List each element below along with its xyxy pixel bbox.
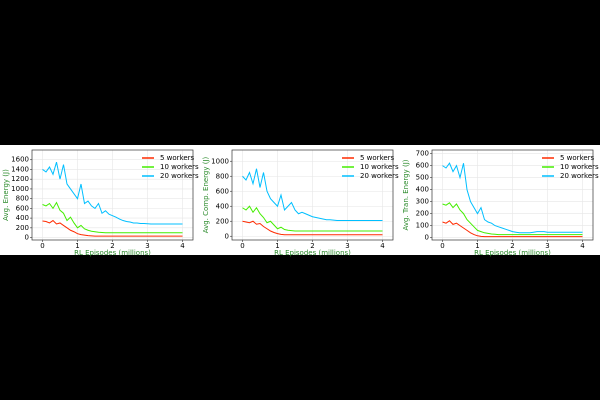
series-line <box>442 220 583 238</box>
x-tick-label: 0 <box>440 242 444 250</box>
legend-label: 5 workers <box>360 154 395 162</box>
legend-label: 20 workers <box>160 172 199 180</box>
y-axis-label: Avg. Tran. Energy (J) <box>402 159 410 230</box>
series-line <box>42 219 183 237</box>
y-tick-label: 200 <box>416 210 429 218</box>
x-tick-label: 1 <box>75 242 79 250</box>
y-tick-label: 500 <box>416 174 429 182</box>
y-tick-label: 1000 <box>11 185 29 193</box>
y-tick-label: 0 <box>25 234 29 242</box>
series-line <box>42 162 183 225</box>
series-line <box>442 162 583 234</box>
x-tick-label: 4 <box>180 242 185 250</box>
y-tick-label: 0 <box>425 234 429 242</box>
series-line <box>42 201 183 234</box>
series-line <box>242 220 383 236</box>
y-tick-label: 1000 <box>211 157 229 165</box>
y-tick-label: 800 <box>216 172 229 180</box>
plot-frame <box>31 149 194 241</box>
y-tick-label: 200 <box>216 217 229 225</box>
x-tick-label: 2 <box>110 242 114 250</box>
y-tick-label: 400 <box>216 202 229 210</box>
x-tick-label: 4 <box>580 242 585 250</box>
series-line <box>442 202 583 236</box>
legend-label: 10 workers <box>360 163 399 171</box>
y-tick-label: 700 <box>416 150 429 158</box>
plot-frame <box>431 149 594 241</box>
x-tick-label: 1 <box>275 242 279 250</box>
y-axis-label: Avg. Energy (J) <box>2 169 10 221</box>
y-tick-label: 800 <box>16 195 29 203</box>
plot-frame <box>231 149 394 241</box>
x-tick-label: 1 <box>475 242 479 250</box>
legend-label: 5 workers <box>160 154 195 162</box>
series-line <box>242 168 383 221</box>
y-tick-label: 200 <box>16 224 29 232</box>
legend-label: 5 workers <box>560 154 595 162</box>
y-axis-label: Avg. Comp. Energy (J) <box>202 156 210 233</box>
x-tick-label: 2 <box>310 242 314 250</box>
x-tick-label: 3 <box>145 242 149 250</box>
y-tick-label: 1200 <box>11 175 29 183</box>
y-tick-label: 600 <box>416 162 429 170</box>
x-tick-label: 4 <box>380 242 385 250</box>
series-line <box>242 205 383 232</box>
y-tick-label: 300 <box>416 198 429 206</box>
y-tick-label: 100 <box>416 222 429 230</box>
y-tick-label: 400 <box>16 214 29 222</box>
legend-label: 10 workers <box>560 163 599 171</box>
y-tick-label: 1600 <box>11 156 29 164</box>
x-tick-label: 0 <box>40 242 44 250</box>
legend-label: 10 workers <box>160 163 199 171</box>
y-tick-label: 600 <box>16 204 29 212</box>
legend-label: 20 workers <box>360 172 399 180</box>
x-tick-label: 2 <box>510 242 514 250</box>
x-tick-label: 3 <box>345 242 349 250</box>
x-axis-label: RL Episodes (millions) <box>274 249 351 257</box>
x-axis-label: RL Episodes (millions) <box>74 249 151 257</box>
y-tick-label: 1400 <box>11 165 29 173</box>
x-axis-label: RL Episodes (millions) <box>474 249 551 257</box>
legend-label: 20 workers <box>560 172 599 180</box>
x-tick-label: 0 <box>240 242 244 250</box>
y-tick-label: 600 <box>216 187 229 195</box>
y-tick-label: 400 <box>416 186 429 194</box>
y-tick-label: 0 <box>225 232 229 240</box>
x-tick-label: 3 <box>545 242 549 250</box>
